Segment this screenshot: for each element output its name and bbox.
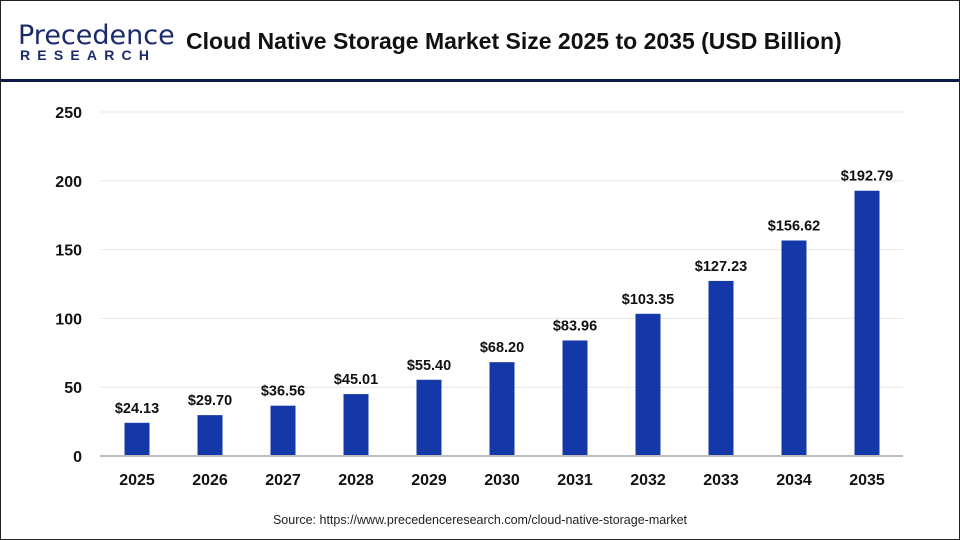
x-tick-label: 2029 xyxy=(411,472,447,489)
y-tick-label: 0 xyxy=(73,449,82,466)
data-label: $45.01 xyxy=(334,372,378,388)
x-tick-label: 2032 xyxy=(630,472,666,489)
logo-sub-text: RESEARCH xyxy=(20,47,157,63)
bar xyxy=(197,415,223,456)
bar xyxy=(416,379,442,456)
data-label: $24.13 xyxy=(115,401,159,417)
data-label: $36.56 xyxy=(261,384,305,400)
bar xyxy=(708,280,734,456)
y-tick-label: 100 xyxy=(55,311,82,328)
y-tick-label: 200 xyxy=(55,174,82,191)
data-label: $83.96 xyxy=(553,318,597,334)
x-tick-label: 2028 xyxy=(338,472,374,489)
y-tick-label: 250 xyxy=(55,105,82,122)
data-label: $55.40 xyxy=(407,358,451,374)
bar xyxy=(854,190,880,457)
y-tick-label: 150 xyxy=(55,243,82,260)
x-tick-label: 2030 xyxy=(484,472,520,489)
data-label: $68.20 xyxy=(480,340,524,356)
bar xyxy=(270,405,296,456)
data-label: $127.23 xyxy=(695,259,747,275)
bar xyxy=(343,394,369,456)
x-tick-label: 2027 xyxy=(265,472,301,489)
data-label: $156.62 xyxy=(768,218,820,234)
data-label: $192.79 xyxy=(841,169,893,185)
bar xyxy=(781,240,807,456)
header-divider xyxy=(1,79,959,82)
logo-main-text: Precedence xyxy=(18,20,175,51)
logo: Precedence RESEARCH xyxy=(18,20,175,64)
y-tick-label: 50 xyxy=(64,380,82,397)
x-tick-label: 2035 xyxy=(849,472,885,489)
x-tick-label: 2026 xyxy=(192,472,228,489)
x-tick-label: 2031 xyxy=(557,472,593,489)
x-tick-label: 2034 xyxy=(776,472,812,489)
bar xyxy=(635,313,661,456)
data-label: $29.70 xyxy=(188,393,232,409)
bar xyxy=(124,422,150,456)
data-label: $103.35 xyxy=(622,292,674,308)
source-text: Source: https://www.precedenceresearch.c… xyxy=(272,513,688,527)
bar xyxy=(489,362,515,456)
bar xyxy=(562,340,588,456)
chart-title: Cloud Native Storage Market Size 2025 to… xyxy=(186,28,842,54)
x-tick-label: 2033 xyxy=(703,472,739,489)
x-tick-label: 2025 xyxy=(119,472,155,489)
